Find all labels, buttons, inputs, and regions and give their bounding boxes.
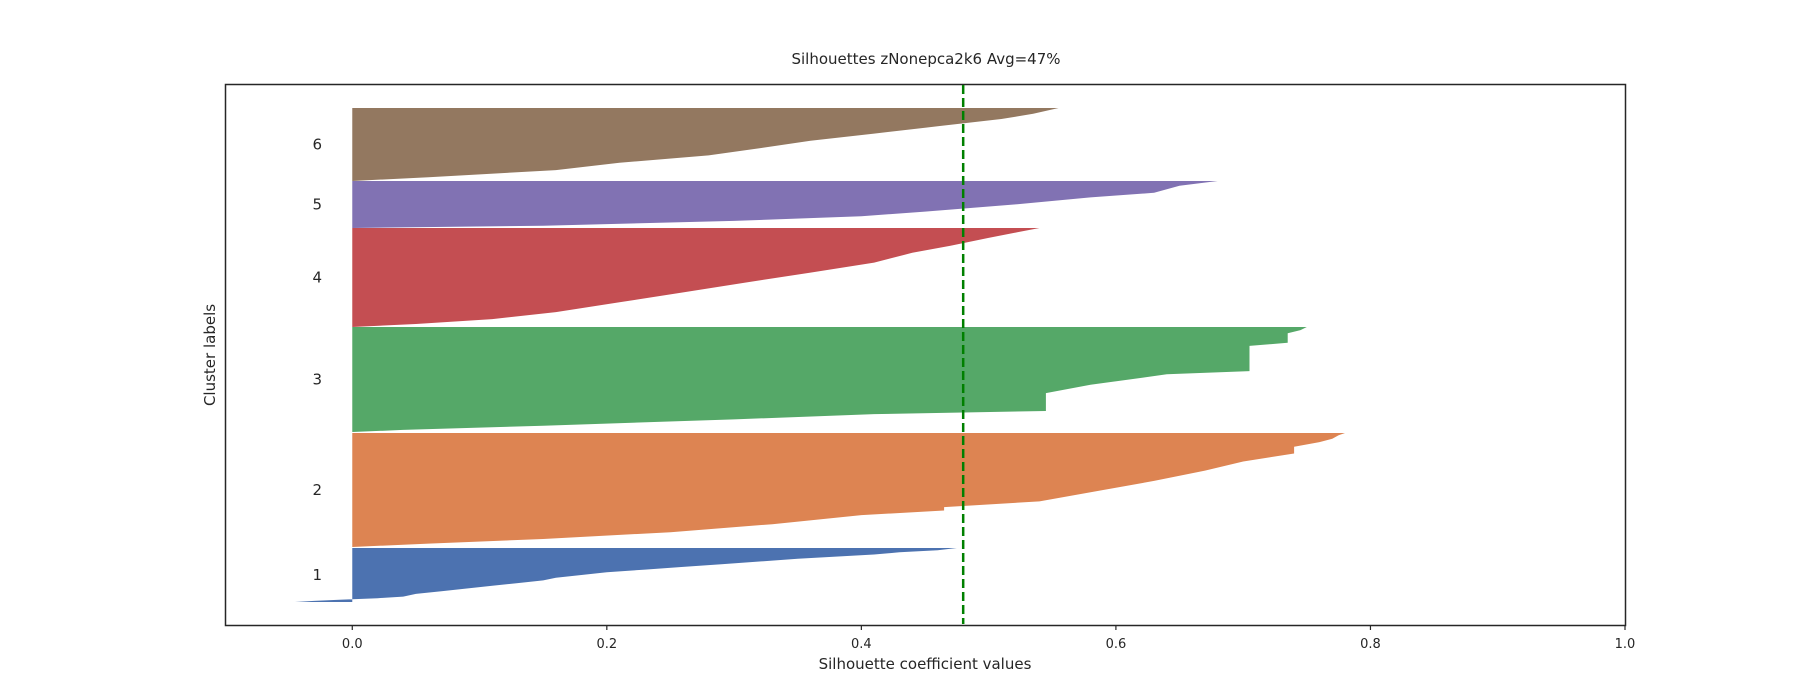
cluster-label-3: 3 — [313, 371, 323, 389]
chart-title: Silhouettes zNonepca2k6 Avg=47% — [791, 50, 1060, 68]
cluster-label-4: 4 — [313, 269, 323, 287]
x-tick-label: 0.2 — [596, 637, 617, 652]
x-tick-label: 0.8 — [1360, 637, 1381, 652]
silhouette-cluster-2 — [352, 433, 1346, 547]
silhouette-bars — [295, 108, 1346, 602]
silhouette-cluster-3 — [352, 327, 1307, 432]
cluster-label-5: 5 — [313, 196, 323, 214]
x-tick-label: 0.0 — [342, 637, 363, 652]
cluster-labels: 1 2 3 4 5 6 — [313, 136, 323, 585]
x-tick-label: 1.0 — [1615, 637, 1636, 652]
y-axis-label: Cluster labels — [201, 304, 219, 406]
cluster-label-2: 2 — [313, 481, 323, 499]
cluster-label-6: 6 — [313, 136, 323, 154]
silhouette-cluster-4 — [352, 228, 1040, 327]
silhouette-cluster-5 — [352, 181, 1218, 228]
cluster-label-1: 1 — [313, 566, 323, 584]
x-tick-label: 0.4 — [851, 637, 872, 652]
x-axis: 0.0 0.2 0.4 0.6 0.8 1.0 — [342, 625, 1635, 652]
silhouette-cluster-6 — [352, 108, 1059, 181]
x-tick-label: 0.6 — [1106, 637, 1127, 652]
silhouette-cluster-1 — [295, 548, 957, 602]
x-axis-label: Silhouette coefficient values — [819, 655, 1032, 673]
